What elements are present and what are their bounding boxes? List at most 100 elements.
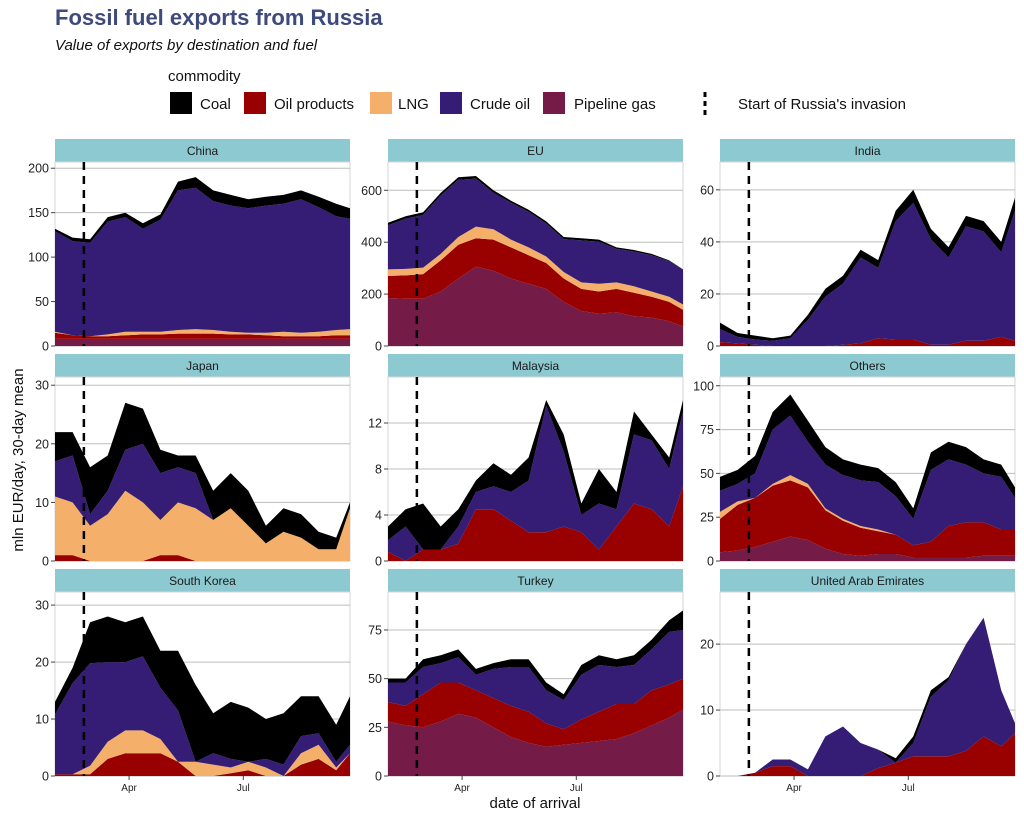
y-tick-label: 0 — [42, 555, 49, 569]
facet-eu: EU 0 200 400 600 — [361, 139, 684, 354]
facet-title: EU — [527, 144, 544, 158]
y-tick-label: 4 — [375, 509, 382, 523]
legend-label: LNG — [398, 96, 429, 113]
y-tick-label: 50 — [700, 467, 714, 481]
y-tick-label: 400 — [361, 236, 382, 250]
area-lng — [55, 730, 350, 776]
y-tick-label: 0 — [375, 555, 382, 569]
y-tick-label: 12 — [368, 417, 382, 431]
area-crude-oil — [388, 405, 683, 561]
area-crude-oil — [55, 443, 350, 550]
x-tick-label: Jul — [237, 783, 250, 794]
legend-label-invasion: Start of Russia's invasion — [738, 96, 906, 113]
facet-strip — [55, 139, 350, 162]
y-tick-label: 75 — [700, 423, 714, 437]
facet-strip — [720, 139, 1015, 162]
y-tick-label: 40 — [700, 235, 714, 249]
legend-key-pipeline-gas — [543, 92, 565, 114]
area-oil-products — [388, 678, 683, 747]
area-crude-oil — [720, 415, 1015, 546]
legend-key-lng — [370, 92, 392, 114]
y-tick-label: 30 — [35, 599, 49, 613]
y-tick-label: 50 — [368, 672, 382, 686]
facet-strip — [720, 354, 1015, 377]
chart-subtitle: Value of exports by destination and fuel — [55, 37, 318, 54]
y-tick-label: 75 — [368, 623, 382, 637]
facet-title: China — [187, 144, 219, 158]
y-tick-label: 10 — [35, 496, 49, 510]
facet-others: Others 0 25 50 75 100 — [693, 354, 1016, 569]
facet-title: Malaysia — [512, 359, 560, 373]
legend-title: commodity — [168, 68, 241, 85]
area-lng — [388, 226, 683, 310]
y-tick-label: 50 — [35, 295, 49, 309]
x-axis-label: date of arrival — [490, 795, 581, 812]
area-coal — [55, 402, 350, 550]
area-coal — [388, 400, 683, 550]
y-tick-label: 25 — [368, 721, 382, 735]
x-tick-label: Apr — [786, 783, 802, 794]
y-tick-label: 60 — [700, 183, 714, 197]
y-tick-label: 100 — [28, 251, 49, 265]
y-tick-label: 0 — [707, 555, 714, 569]
area-oil-products — [720, 480, 1015, 558]
y-tick-label: 25 — [700, 511, 714, 525]
area-oil-products — [388, 486, 683, 561]
legend-label: Crude oil — [470, 96, 530, 113]
area-lng — [55, 490, 350, 561]
area-coal — [720, 394, 1015, 519]
facet-strip — [55, 569, 350, 592]
y-tick-label: 600 — [361, 184, 382, 198]
area-coal — [55, 177, 350, 243]
facet-panels: China050100150200EU0200400600India020406… — [28, 139, 1016, 794]
area-lng — [55, 329, 350, 337]
y-tick-label: 20 — [700, 287, 714, 301]
facet-malaysia: Malaysia 0 4 8 12 — [368, 354, 684, 569]
chart-title: Fossil fuel exports from Russia — [55, 5, 383, 30]
area-coal — [55, 616, 350, 765]
area-pipeline-gas — [388, 266, 683, 346]
area-oil-products — [720, 733, 1015, 776]
y-tick-label: 8 — [375, 463, 382, 477]
legend-label: Pipeline gas — [574, 96, 656, 113]
y-tick-label: 100 — [693, 379, 714, 393]
y-axis-label: mln EUR/day, 30-day mean — [10, 368, 27, 551]
facet-title: India — [854, 144, 880, 158]
legend-key-crude-oil — [440, 92, 462, 114]
facet-strip — [388, 139, 683, 162]
facet-title: Others — [849, 359, 885, 373]
area-oil-products — [55, 753, 350, 776]
facet-turkey: Turkey 0 25 50 75 Apr Jul — [368, 569, 684, 794]
facet-south-korea: South Korea 0 10 20 30 Apr Jul — [35, 569, 351, 794]
facet-title: South Korea — [169, 574, 236, 588]
area-crude-oil — [720, 202, 1015, 346]
area-crude-oil — [720, 617, 1015, 776]
area-oil-products — [55, 332, 350, 339]
y-tick-label: 0 — [375, 340, 382, 354]
y-tick-label: 0 — [707, 770, 714, 784]
facet-strip — [388, 569, 683, 592]
area-pipeline-gas — [55, 338, 350, 346]
area-oil-products — [388, 238, 683, 327]
facet-strip — [388, 354, 683, 377]
area-pipeline-gas — [720, 536, 1015, 561]
y-tick-label: 10 — [700, 704, 714, 718]
y-tick-label: 10 — [35, 713, 49, 727]
legend-label: Coal — [200, 96, 231, 113]
area-coal — [388, 610, 683, 701]
x-tick-label: Jul — [570, 783, 583, 794]
y-tick-label: 20 — [700, 638, 714, 652]
y-tick-label: 0 — [707, 340, 714, 354]
facet-strip — [55, 354, 350, 377]
x-tick-label: Jul — [902, 783, 915, 794]
area-crude-oil — [55, 656, 350, 776]
facet-title: United Arab Emirates — [811, 574, 924, 588]
y-tick-label: 200 — [361, 288, 382, 302]
facet-strip — [720, 569, 1015, 592]
area-crude-oil — [388, 178, 683, 305]
y-tick-label: 0 — [42, 340, 49, 354]
x-tick-label: Apr — [121, 783, 137, 794]
legend-key-oil-products — [244, 92, 266, 114]
legend-label: Oil products — [274, 96, 354, 113]
